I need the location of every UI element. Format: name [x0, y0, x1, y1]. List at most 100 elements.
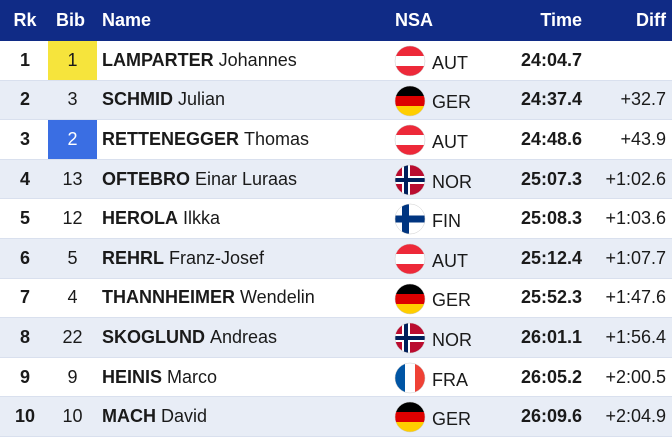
flag-icon: [394, 243, 426, 275]
time: 24:48.6: [520, 128, 582, 149]
nsa: GER: [432, 92, 472, 113]
time: 25:08.3: [520, 208, 582, 229]
time: 26:05.2: [520, 366, 582, 387]
diff: +1:56.4: [605, 326, 666, 347]
surname: THANNHEIMER: [102, 287, 235, 308]
surname: LAMPARTER: [102, 49, 214, 70]
diff: +1:03.6: [605, 208, 666, 229]
bib: 13: [62, 168, 83, 189]
flag-icon: [394, 85, 426, 116]
rank: 3: [19, 128, 30, 149]
diff: +1:47.6: [605, 287, 666, 308]
athlete-name: LAMPARTER Johannes: [102, 41, 297, 80]
firstname: David: [161, 406, 208, 427]
nsa: NOR: [432, 171, 472, 192]
athlete-name: HEINIS Marco: [102, 358, 217, 397]
time: 24:37.4: [520, 89, 582, 110]
bib: 3: [67, 89, 78, 110]
surname: HEROLA: [102, 208, 178, 229]
firstname: Franz-Josef: [169, 247, 265, 268]
firstname: Marco: [167, 366, 218, 387]
rank: 10: [14, 406, 36, 427]
flag-icon: [394, 322, 426, 354]
athlete-name: SKOGLUND Andreas: [102, 318, 277, 357]
nsa: AUT: [432, 131, 468, 152]
rank: 7: [19, 287, 30, 308]
rank: 9: [19, 366, 30, 387]
rank: 4: [19, 168, 30, 189]
header-row: Rk Bib Name NSA Time Diff: [0, 0, 672, 41]
athlete-name: SCHMID Julian: [102, 81, 225, 120]
result-row: 2 3 SCHMID Julian GER 24:37.4 +32.7: [0, 80, 672, 121]
athlete-name: MACH David: [102, 397, 207, 436]
flag-icon: [394, 204, 426, 235]
flag-icon: [394, 45, 426, 77]
time: 25:12.4: [520, 247, 582, 268]
rank: 6: [19, 247, 30, 268]
bib: 10: [62, 406, 83, 427]
surname: SKOGLUND: [102, 326, 205, 347]
result-row: 8 22 SKOGLUND Andreas NOR 26:01.1 +1:56.4: [0, 318, 672, 358]
firstname: Andreas: [210, 326, 278, 347]
result-row: 10 10 MACH David GER 26:09.6 +2:04.9: [0, 397, 672, 437]
time: 26:09.6: [520, 406, 582, 427]
time: 24:04.7: [520, 49, 582, 70]
firstname: Einar Luraas: [195, 168, 298, 189]
rank: 2: [19, 89, 30, 110]
surname: HEINIS: [102, 366, 163, 387]
diff: +1:07.7: [605, 247, 666, 268]
firstname: Julian: [178, 89, 226, 110]
result-row: 3 2 RETTENEGGER Thomas AUT 24:48.6 +43.9: [0, 120, 672, 160]
result-row: 5 12 HEROLA Ilkka FIN 25:08.3 +1:03.6: [0, 199, 672, 239]
bib: 1: [48, 41, 97, 80]
nsa: NOR: [432, 329, 472, 350]
result-row: 7 4 THANNHEIMER Wendelin GER 25:52.3 +1:47.6: [0, 279, 672, 319]
header-cell: NSA: [395, 10, 434, 30]
firstname: Wendelin: [240, 287, 315, 308]
surname: SCHMID: [102, 89, 173, 110]
rank: 1: [19, 49, 30, 70]
nsa: FRA: [432, 369, 468, 390]
time: 26:01.1: [520, 326, 582, 347]
result-row: 4 13 OFTEBRO Einar Luraas NOR 25:07.3 +1:02.6: [0, 159, 672, 200]
nsa: GER: [432, 290, 472, 311]
diff: +32.7: [620, 89, 666, 110]
nsa: AUT: [432, 250, 468, 271]
rank: 8: [19, 326, 30, 347]
firstname: Ilkka: [183, 208, 221, 229]
bib: 4: [67, 287, 78, 308]
nsa: FIN: [432, 211, 461, 232]
flag-icon: [394, 164, 426, 196]
result-row: 1 1 LAMPARTER Johannes AUT 24:04.7: [0, 41, 672, 81]
surname: OFTEBRO: [102, 168, 190, 189]
athlete-name: REHRL Franz-Josef: [102, 239, 264, 278]
time: 25:52.3: [520, 287, 582, 308]
athlete-name: RETTENEGGER Thomas: [102, 120, 309, 159]
header-cell: Rk: [13, 10, 37, 30]
time: 25:07.3: [520, 168, 582, 189]
firstname: Johannes: [218, 49, 297, 70]
athlete-name: OFTEBRO Einar Luraas: [102, 160, 297, 199]
diff: +2:04.9: [605, 406, 666, 427]
flag-icon: [394, 402, 426, 433]
surname: RETTENEGGER: [102, 128, 240, 149]
header-cell: Diff: [636, 10, 666, 30]
result-row: 9 9 HEINIS Marco FRA 26:05.2 +2:00.5: [0, 358, 672, 398]
result-row: 6 5 REHRL Franz-Josef AUT 25:12.4 +1:07.7: [0, 239, 672, 279]
header-cell: Bib: [56, 10, 85, 30]
bib: 2: [48, 120, 97, 159]
surname: MACH: [102, 406, 156, 427]
bib: 22: [62, 326, 83, 347]
diff: +1:02.6: [605, 168, 666, 189]
bib: 12: [62, 208, 83, 229]
header-cell: Time: [540, 10, 582, 30]
flag-icon: [394, 283, 426, 314]
athlete-name: HEROLA Ilkka: [102, 199, 220, 238]
nsa: AUT: [432, 52, 468, 73]
diff: +43.9: [620, 128, 666, 149]
bib: 9: [67, 366, 78, 387]
flag-icon: [394, 362, 426, 394]
diff: +2:00.5: [605, 366, 666, 387]
nsa: GER: [432, 409, 472, 430]
